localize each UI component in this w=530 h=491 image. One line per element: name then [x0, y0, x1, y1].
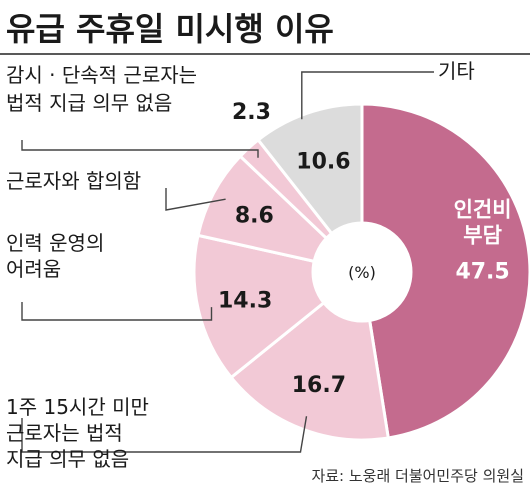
slice-value-label: 10.6 — [296, 149, 350, 174]
donut-center — [311, 221, 413, 323]
slice-category-label: 법적 지급 의무 없음 — [6, 91, 172, 115]
slice-category-label: 1주 15시간 미만 — [6, 395, 149, 419]
slice-value-label: 16.7 — [292, 373, 346, 398]
slice-value-label: 2.3 — [232, 100, 271, 125]
chart-title: 유급 주휴일 미시행 이유 — [6, 10, 334, 48]
leader-line — [21, 416, 308, 453]
slice-category-label: 부담 — [463, 224, 502, 248]
slice-value-label: 47.5 — [455, 260, 509, 285]
slice-category-label: 인건비 — [454, 198, 512, 222]
source-note: 자료: 노웅래 더불어민주당 의원실 — [311, 467, 524, 485]
pie-slice — [360, 102, 530, 440]
leader-line — [301, 71, 434, 120]
leader-line — [21, 302, 213, 321]
slice-value-label: 14.3 — [218, 288, 272, 313]
slice-category-label: 어려움 — [6, 257, 61, 281]
leader-line — [165, 188, 226, 211]
leader-line — [21, 140, 259, 158]
unit-label: (%) — [348, 263, 376, 282]
slice-category-label: 근로자는 법적 — [6, 421, 123, 445]
slice-category-label: 감시 · 단속적 근로자는 — [6, 63, 197, 87]
slice-category-label: 지급 의무 없음 — [6, 447, 129, 471]
slice-category-label: 기타 — [438, 59, 475, 83]
slice-category-label: 근로자와 합의함 — [6, 169, 141, 193]
slice-category-label: 인력 운영의 — [6, 231, 104, 255]
leader-lines — [21, 71, 434, 453]
slice-value-label: 8.6 — [235, 204, 274, 229]
